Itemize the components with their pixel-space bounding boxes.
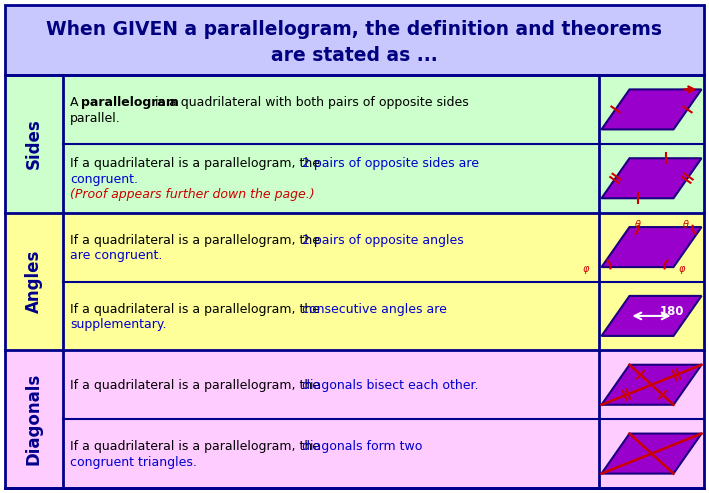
Text: If a quadrilateral is a parallelogram, the: If a quadrilateral is a parallelogram, t… bbox=[70, 157, 324, 170]
Bar bbox=[5, 75, 704, 212]
Text: 180: 180 bbox=[659, 306, 684, 318]
Text: φ: φ bbox=[582, 264, 588, 274]
Text: θ: θ bbox=[683, 220, 688, 230]
Text: 2 pairs of opposite angles: 2 pairs of opposite angles bbox=[302, 234, 464, 247]
Text: congruent.: congruent. bbox=[70, 173, 138, 186]
Text: congruent triangles.: congruent triangles. bbox=[70, 456, 197, 469]
Text: are stated as ...: are stated as ... bbox=[271, 46, 438, 65]
Text: φ: φ bbox=[679, 264, 685, 274]
Text: diagonals form two: diagonals form two bbox=[302, 440, 423, 454]
Text: If a quadrilateral is a parallelogram, the: If a quadrilateral is a parallelogram, t… bbox=[70, 234, 324, 247]
Text: Sides: Sides bbox=[25, 118, 43, 169]
Text: A: A bbox=[70, 96, 82, 109]
Bar bbox=[5, 351, 704, 488]
Polygon shape bbox=[601, 296, 701, 336]
Text: consecutive angles are: consecutive angles are bbox=[302, 303, 447, 316]
Text: If a quadrilateral is a parallelogram, the: If a quadrilateral is a parallelogram, t… bbox=[70, 303, 324, 316]
Text: parallelogram: parallelogram bbox=[81, 96, 179, 109]
Polygon shape bbox=[601, 227, 701, 267]
Text: 2 pairs of opposite sides are: 2 pairs of opposite sides are bbox=[302, 157, 479, 170]
Bar bbox=[5, 212, 704, 351]
Polygon shape bbox=[601, 433, 701, 474]
Text: supplementary.: supplementary. bbox=[70, 318, 167, 331]
Text: Angles: Angles bbox=[25, 250, 43, 313]
Polygon shape bbox=[601, 365, 701, 405]
Text: Diagonals: Diagonals bbox=[25, 373, 43, 465]
Text: diagonals bisect each other.: diagonals bisect each other. bbox=[302, 379, 479, 392]
Text: parallel.: parallel. bbox=[70, 112, 121, 125]
Text: If a quadrilateral is a parallelogram, the: If a quadrilateral is a parallelogram, t… bbox=[70, 440, 324, 454]
Text: θ: θ bbox=[635, 220, 640, 230]
Text: are congruent.: are congruent. bbox=[70, 249, 162, 262]
Polygon shape bbox=[601, 158, 701, 198]
Text: is a quadrilateral with both pairs of opposite sides: is a quadrilateral with both pairs of op… bbox=[151, 96, 469, 109]
Text: When GIVEN a parallelogram, the definition and theorems: When GIVEN a parallelogram, the definiti… bbox=[47, 20, 662, 39]
Polygon shape bbox=[601, 89, 701, 130]
Bar bbox=[5, 5, 704, 75]
Text: If a quadrilateral is a parallelogram, the: If a quadrilateral is a parallelogram, t… bbox=[70, 379, 324, 392]
Text: (Proof appears further down the page.): (Proof appears further down the page.) bbox=[70, 188, 315, 201]
